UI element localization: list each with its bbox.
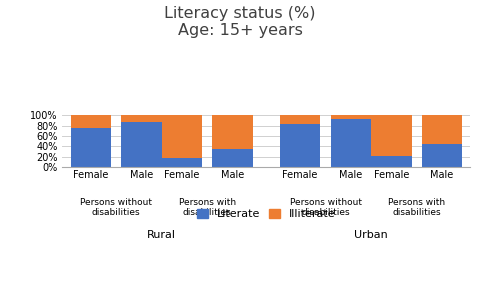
Bar [121, 115, 162, 122]
Bar [280, 124, 321, 167]
Bar [371, 156, 412, 167]
Text: Persons with
disabilities: Persons with disabilities [388, 198, 445, 217]
Text: Urban: Urban [354, 230, 388, 240]
Text: Rural: Rural [147, 230, 176, 240]
Bar [331, 119, 371, 167]
Text: Literacy status (%)
Age: 15+ years: Literacy status (%) Age: 15+ years [164, 6, 316, 38]
Text: Persons without
disabilities: Persons without disabilities [289, 198, 361, 217]
Bar [71, 128, 111, 167]
Bar [280, 115, 321, 124]
Bar [422, 115, 462, 144]
Bar [121, 122, 162, 167]
Text: Persons with
disabilities: Persons with disabilities [179, 198, 236, 217]
Text: Persons without
disabilities: Persons without disabilities [80, 198, 152, 217]
Bar [212, 115, 253, 149]
Bar [71, 115, 111, 128]
Bar [162, 115, 202, 158]
Bar [162, 158, 202, 167]
Legend: Literate, Illiterate: Literate, Illiterate [192, 205, 340, 224]
Bar [212, 149, 253, 167]
Bar [371, 115, 412, 156]
Bar [331, 115, 371, 119]
Bar [422, 144, 462, 167]
